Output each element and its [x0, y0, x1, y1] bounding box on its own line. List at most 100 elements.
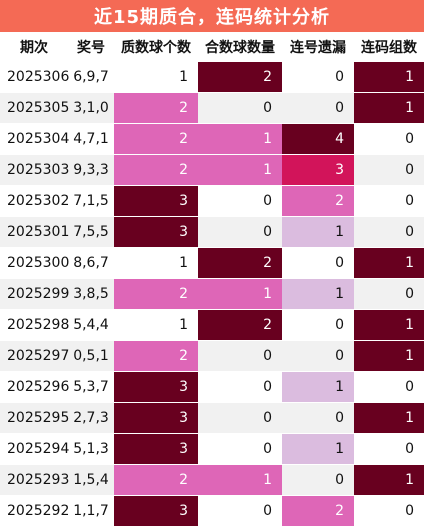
award-cell: 1,1,7 [68, 496, 114, 527]
table-row: 2025295 2,7,3 3 0 0 1 [0, 403, 424, 434]
consecutive-groups-cell: 1 [354, 465, 424, 496]
table-row: 2025301 7,5,5 3 0 1 0 [0, 217, 424, 248]
header-prime-count[interactable]: 质数球个数 [114, 32, 198, 62]
prime-count-cell: 3 [114, 434, 198, 465]
award-cell: 2,7,3 [68, 403, 114, 434]
prime-count-cell: 2 [114, 93, 198, 124]
consecutive-groups-cell: 1 [354, 93, 424, 124]
prime-count-cell: 2 [114, 465, 198, 496]
table-row: 2025293 1,5,4 2 1 0 1 [0, 465, 424, 496]
table-row: 2025298 5,4,4 1 2 0 1 [0, 310, 424, 341]
composite-count-cell: 1 [198, 465, 282, 496]
period-cell: 2025303 [0, 155, 69, 186]
award-cell: 8,6,7 [68, 248, 114, 279]
period-cell: 2025296 [0, 372, 69, 403]
consecutive-miss-cell: 0 [282, 465, 354, 496]
table-row: 2025302 7,1,5 3 0 2 0 [0, 186, 424, 217]
table-row: 2025299 3,8,5 2 1 1 0 [0, 279, 424, 310]
consecutive-miss-cell: 0 [282, 310, 354, 341]
prime-count-cell: 2 [114, 341, 198, 372]
consecutive-groups-cell: 0 [354, 496, 424, 527]
table-row: 2025304 4,7,1 2 1 4 0 [0, 124, 424, 155]
period-cell: 2025306 [0, 62, 69, 93]
composite-count-cell: 2 [198, 62, 282, 93]
award-cell: 9,3,3 [68, 155, 114, 186]
award-cell: 3,8,5 [68, 279, 114, 310]
award-cell: 5,1,3 [68, 434, 114, 465]
prime-count-cell: 1 [114, 248, 198, 279]
consecutive-miss-cell: 2 [282, 496, 354, 527]
consecutive-groups-cell: 1 [354, 62, 424, 93]
header-award[interactable]: 奖号 [68, 32, 114, 62]
consecutive-miss-cell: 0 [282, 93, 354, 124]
period-cell: 2025305 [0, 93, 69, 124]
composite-count-cell: 0 [198, 403, 282, 434]
period-cell: 2025298 [0, 310, 69, 341]
consecutive-groups-cell: 0 [354, 155, 424, 186]
award-cell: 7,5,5 [68, 217, 114, 248]
stats-table: 期次 奖号 质数球个数 合数球数量 连号遗漏 连码组数 2025306 6,9,7… [0, 32, 424, 527]
prime-count-cell: 2 [114, 155, 198, 186]
prime-count-cell: 1 [114, 62, 198, 93]
consecutive-groups-cell: 0 [354, 434, 424, 465]
award-cell: 5,4,4 [68, 310, 114, 341]
consecutive-miss-cell: 1 [282, 279, 354, 310]
composite-count-cell: 2 [198, 248, 282, 279]
period-cell: 2025299 [0, 279, 69, 310]
period-cell: 2025301 [0, 217, 69, 248]
table-row: 2025303 9,3,3 2 1 3 0 [0, 155, 424, 186]
header-composite-count[interactable]: 合数球数量 [198, 32, 282, 62]
header-consecutive-groups[interactable]: 连码组数 [354, 32, 424, 62]
composite-count-cell: 0 [198, 496, 282, 527]
period-cell: 2025294 [0, 434, 69, 465]
consecutive-miss-cell: 1 [282, 434, 354, 465]
page-title: 近15期质合，连码统计分析 [0, 0, 424, 32]
consecutive-miss-cell: 1 [282, 372, 354, 403]
award-cell: 5,3,7 [68, 372, 114, 403]
composite-count-cell: 2 [198, 310, 282, 341]
table-row: 2025292 1,1,7 3 0 2 0 [0, 496, 424, 527]
consecutive-groups-cell: 0 [354, 186, 424, 217]
prime-count-cell: 3 [114, 217, 198, 248]
award-cell: 6,9,7 [68, 62, 114, 93]
consecutive-groups-cell: 1 [354, 403, 424, 434]
consecutive-groups-cell: 0 [354, 217, 424, 248]
table-header-row: 期次 奖号 质数球个数 合数球数量 连号遗漏 连码组数 [0, 32, 424, 62]
header-consecutive-miss[interactable]: 连号遗漏 [282, 32, 354, 62]
composite-count-cell: 0 [198, 93, 282, 124]
award-cell: 1,5,4 [68, 465, 114, 496]
consecutive-groups-cell: 0 [354, 279, 424, 310]
prime-count-cell: 3 [114, 403, 198, 434]
prime-count-cell: 3 [114, 186, 198, 217]
composite-count-cell: 0 [198, 186, 282, 217]
consecutive-miss-cell: 1 [282, 217, 354, 248]
composite-count-cell: 1 [198, 124, 282, 155]
award-cell: 3,1,0 [68, 93, 114, 124]
prime-count-cell: 2 [114, 279, 198, 310]
consecutive-groups-cell: 1 [354, 248, 424, 279]
table-row: 2025297 0,5,1 2 0 0 1 [0, 341, 424, 372]
consecutive-miss-cell: 2 [282, 186, 354, 217]
composite-count-cell: 0 [198, 372, 282, 403]
consecutive-groups-cell: 1 [354, 341, 424, 372]
composite-count-cell: 0 [198, 217, 282, 248]
award-cell: 0,5,1 [68, 341, 114, 372]
table-row: 2025306 6,9,7 1 2 0 1 [0, 62, 424, 93]
table-row: 2025305 3,1,0 2 0 0 1 [0, 93, 424, 124]
consecutive-miss-cell: 0 [282, 341, 354, 372]
award-cell: 7,1,5 [68, 186, 114, 217]
composite-count-cell: 0 [198, 434, 282, 465]
period-cell: 2025292 [0, 496, 69, 527]
award-cell: 4,7,1 [68, 124, 114, 155]
composite-count-cell: 1 [198, 279, 282, 310]
composite-count-cell: 0 [198, 341, 282, 372]
consecutive-miss-cell: 3 [282, 155, 354, 186]
table-row: 2025300 8,6,7 1 2 0 1 [0, 248, 424, 279]
consecutive-miss-cell: 4 [282, 124, 354, 155]
period-cell: 2025302 [0, 186, 69, 217]
period-cell: 2025293 [0, 465, 69, 496]
consecutive-miss-cell: 0 [282, 62, 354, 93]
period-cell: 2025304 [0, 124, 69, 155]
header-period[interactable]: 期次 [0, 32, 68, 62]
consecutive-miss-cell: 0 [282, 403, 354, 434]
